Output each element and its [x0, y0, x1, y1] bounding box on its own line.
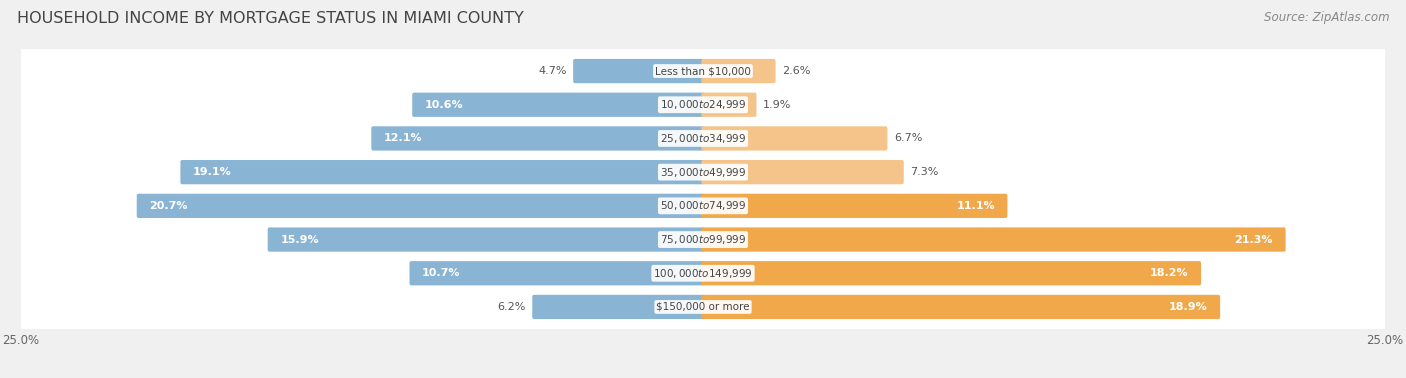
FancyBboxPatch shape [21, 150, 1391, 195]
Text: 10.6%: 10.6% [425, 100, 464, 110]
Text: HOUSEHOLD INCOME BY MORTGAGE STATUS IN MIAMI COUNTY: HOUSEHOLD INCOME BY MORTGAGE STATUS IN M… [17, 11, 523, 26]
Text: 10.7%: 10.7% [422, 268, 461, 278]
FancyBboxPatch shape [533, 295, 704, 319]
Text: 1.9%: 1.9% [763, 100, 792, 110]
Text: $100,000 to $149,999: $100,000 to $149,999 [654, 267, 752, 280]
Text: 11.1%: 11.1% [956, 201, 995, 211]
FancyBboxPatch shape [574, 59, 704, 83]
Text: 7.3%: 7.3% [910, 167, 939, 177]
FancyBboxPatch shape [702, 93, 756, 117]
FancyBboxPatch shape [702, 228, 1285, 252]
Text: $50,000 to $74,999: $50,000 to $74,999 [659, 199, 747, 212]
Text: $25,000 to $34,999: $25,000 to $34,999 [659, 132, 747, 145]
FancyBboxPatch shape [21, 217, 1391, 262]
FancyBboxPatch shape [18, 285, 1388, 329]
Text: $10,000 to $24,999: $10,000 to $24,999 [659, 98, 747, 111]
FancyBboxPatch shape [136, 194, 704, 218]
Text: 19.1%: 19.1% [193, 167, 232, 177]
FancyBboxPatch shape [371, 126, 704, 150]
Text: 21.3%: 21.3% [1234, 235, 1272, 245]
FancyBboxPatch shape [21, 48, 1391, 94]
FancyBboxPatch shape [18, 82, 1388, 127]
FancyBboxPatch shape [702, 194, 1008, 218]
Text: 6.2%: 6.2% [498, 302, 526, 312]
FancyBboxPatch shape [702, 261, 1201, 285]
Text: $150,000 or more: $150,000 or more [657, 302, 749, 312]
FancyBboxPatch shape [21, 82, 1391, 127]
Text: 4.7%: 4.7% [538, 66, 567, 76]
FancyBboxPatch shape [702, 295, 1220, 319]
FancyBboxPatch shape [18, 217, 1388, 262]
Text: Less than $10,000: Less than $10,000 [655, 66, 751, 76]
FancyBboxPatch shape [702, 160, 904, 184]
Text: 6.7%: 6.7% [894, 133, 922, 143]
Text: 15.9%: 15.9% [280, 235, 319, 245]
FancyBboxPatch shape [21, 251, 1391, 296]
Text: 20.7%: 20.7% [149, 201, 188, 211]
FancyBboxPatch shape [21, 284, 1391, 330]
FancyBboxPatch shape [18, 251, 1388, 296]
Text: 18.9%: 18.9% [1168, 302, 1208, 312]
FancyBboxPatch shape [267, 228, 704, 252]
Text: $75,000 to $99,999: $75,000 to $99,999 [659, 233, 747, 246]
FancyBboxPatch shape [21, 116, 1391, 161]
FancyBboxPatch shape [702, 126, 887, 150]
FancyBboxPatch shape [412, 93, 704, 117]
Text: Source: ZipAtlas.com: Source: ZipAtlas.com [1264, 11, 1389, 24]
Text: $35,000 to $49,999: $35,000 to $49,999 [659, 166, 747, 179]
FancyBboxPatch shape [18, 184, 1388, 228]
FancyBboxPatch shape [18, 150, 1388, 194]
FancyBboxPatch shape [702, 59, 776, 83]
FancyBboxPatch shape [180, 160, 704, 184]
Text: 2.6%: 2.6% [782, 66, 810, 76]
Text: 12.1%: 12.1% [384, 133, 422, 143]
FancyBboxPatch shape [18, 49, 1388, 93]
FancyBboxPatch shape [18, 116, 1388, 161]
FancyBboxPatch shape [21, 183, 1391, 228]
FancyBboxPatch shape [409, 261, 704, 285]
Text: 18.2%: 18.2% [1150, 268, 1188, 278]
